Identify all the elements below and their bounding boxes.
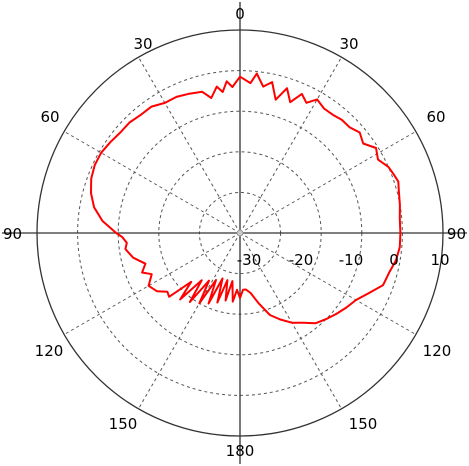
radial-tick-label-0: -30 bbox=[237, 251, 262, 269]
series-layer bbox=[90, 72, 402, 325]
angle-label-11: 30 bbox=[339, 35, 358, 53]
center-marker bbox=[236, 229, 244, 237]
angle-label-0: 0 bbox=[235, 5, 245, 23]
angle-label-4: 120 bbox=[35, 342, 64, 360]
grid-spoke-30 bbox=[239, 56, 342, 234]
grid-spoke-330 bbox=[138, 56, 241, 234]
grid-spoke-60 bbox=[239, 131, 417, 234]
radial-tick-label-4: 10 bbox=[430, 251, 449, 269]
radial-tick-label-3: 0 bbox=[389, 251, 399, 269]
angle-label-10: 60 bbox=[426, 108, 445, 126]
series-line-0 bbox=[90, 72, 402, 325]
grid-spoke-210 bbox=[138, 232, 241, 410]
radial-tick-labels: -30 -20 -10 0 10 bbox=[237, 251, 450, 269]
angle-label-5: 150 bbox=[109, 415, 138, 433]
angle-labels: 0 30 60 90 120 150 180 150 120 90 60 30 bbox=[3, 5, 466, 460]
grid-spoke-240 bbox=[63, 232, 241, 335]
radial-tick-label-1: -20 bbox=[289, 251, 314, 269]
angle-label-1: 30 bbox=[133, 35, 152, 53]
grid-spoke-150 bbox=[239, 232, 342, 410]
angle-label-2: 60 bbox=[40, 108, 59, 126]
angle-label-8: 120 bbox=[423, 342, 452, 360]
angle-label-6: 180 bbox=[226, 442, 255, 460]
angle-label-9: 90 bbox=[447, 225, 466, 243]
grid-spoke-120 bbox=[239, 232, 417, 335]
angle-label-7: 150 bbox=[349, 415, 378, 433]
angle-label-3: 90 bbox=[3, 225, 22, 243]
radial-tick-label-2: -10 bbox=[339, 251, 364, 269]
grid-spoke-300 bbox=[63, 131, 241, 234]
